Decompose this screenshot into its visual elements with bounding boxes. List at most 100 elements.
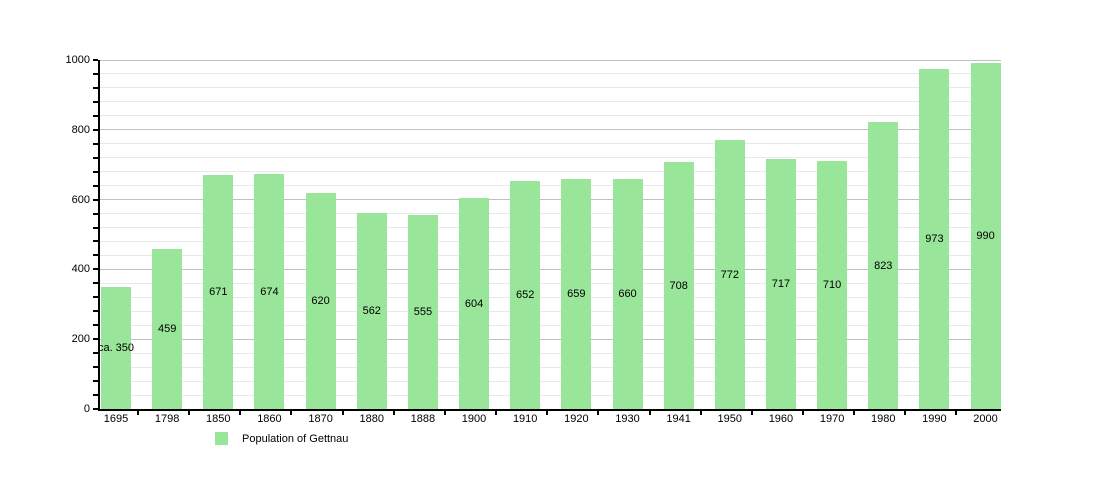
y-axis-tick <box>93 59 98 61</box>
y-axis-tick <box>93 72 98 75</box>
y-axis-tick <box>93 408 98 410</box>
bar <box>663 162 694 409</box>
x-axis-tick-label: 1900 <box>461 413 487 425</box>
y-axis-tick <box>93 198 98 201</box>
x-axis-tick <box>597 409 600 415</box>
x-axis-tick-label: 2000 <box>973 413 998 425</box>
gridline-minor <box>100 143 1001 145</box>
x-axis-tick-label: 1850 <box>206 413 231 425</box>
y-axis-tick <box>93 268 98 271</box>
gridline-major <box>100 268 1001 270</box>
bar-value-label: 717 <box>771 278 791 290</box>
gridline-major <box>100 338 1001 340</box>
x-axis-tick-label: 1798 <box>154 413 180 425</box>
bar-value-label: 562 <box>362 305 381 317</box>
x-axis-tick <box>290 409 293 415</box>
bar <box>152 249 183 409</box>
gridline-major <box>100 129 1001 131</box>
gridline-major <box>100 59 1001 61</box>
bar <box>817 161 848 409</box>
bar-value-label: 823 <box>874 259 893 272</box>
y-axis-tick <box>93 128 98 131</box>
x-axis-tick-label: 1920 <box>564 413 589 425</box>
x-axis-tick-label: 1880 <box>359 413 384 425</box>
y-axis-tick <box>93 100 98 103</box>
bar-value-label: 674 <box>260 285 279 298</box>
bar <box>561 179 592 409</box>
x-axis-tick-label: 1888 <box>410 413 436 425</box>
x-axis-tick <box>443 409 446 415</box>
bar <box>510 181 541 409</box>
gridline-minor <box>100 324 1001 326</box>
x-axis-tick-label: 1990 <box>922 413 947 425</box>
y-axis-tick <box>93 86 98 89</box>
y-axis-tick <box>93 226 98 229</box>
gridline-minor <box>100 310 1001 312</box>
bar <box>407 215 438 409</box>
y-axis-tick <box>93 114 98 117</box>
y-axis-tick <box>93 156 98 159</box>
x-axis-tick <box>239 409 242 415</box>
gridline-minor <box>100 115 1001 117</box>
gridline-minor <box>100 171 1001 173</box>
x-axis-tick-label: 1970 <box>819 413 845 425</box>
bar <box>868 122 899 409</box>
gridline-minor <box>100 282 1001 284</box>
bar <box>612 179 643 409</box>
gridline-minor <box>100 254 1001 256</box>
gridline-minor <box>100 73 1001 75</box>
x-axis-tick-label: 1930 <box>615 413 640 425</box>
x-axis-tick-label: 1695 <box>103 413 129 425</box>
gridline-minor <box>100 213 1001 215</box>
bar <box>714 140 745 409</box>
gridline-major <box>100 199 1001 201</box>
bar-value-label: 708 <box>669 279 688 292</box>
y-axis-tick <box>93 394 98 397</box>
bar <box>101 287 131 409</box>
y-axis-tick <box>93 212 98 215</box>
y-axis-tick <box>93 310 98 313</box>
y-axis-tick-label: 600 <box>71 193 90 206</box>
bar <box>459 198 490 409</box>
y-axis-tick <box>93 142 98 145</box>
x-axis-tick-label: 1950 <box>717 413 743 425</box>
y-axis-tick-label: 800 <box>71 123 90 136</box>
gridline-minor <box>100 185 1001 187</box>
y-axis-tick-label: 400 <box>71 263 90 276</box>
bar-value-label: 671 <box>209 286 228 298</box>
x-axis-tick <box>495 409 498 415</box>
bar-value-label: 620 <box>311 295 330 307</box>
gridline-minor <box>100 240 1001 242</box>
gridline-minor <box>100 157 1001 159</box>
y-axis-tick <box>93 254 98 257</box>
bar-value-label: 660 <box>618 288 637 300</box>
x-axis-tick-label: 1860 <box>257 413 282 425</box>
x-axis-tick-label: 1941 <box>666 413 691 425</box>
x-axis-tick-label: 1870 <box>308 413 333 425</box>
y-axis-tick <box>93 366 98 369</box>
plot-area: ca. 350 459 671 674 620 562 555 604 652 659 660 708… <box>93 59 1001 415</box>
bar-value-label: 973 <box>925 233 944 245</box>
bar-value-label: 772 <box>720 268 739 281</box>
y-axis-tick-label: 1000 <box>65 54 90 66</box>
x-axis-tick <box>699 409 702 415</box>
bar-value-label: 555 <box>413 306 433 318</box>
gridline-minor <box>100 227 1001 229</box>
bar <box>765 159 796 409</box>
bar-value-label: 990 <box>976 230 995 242</box>
bar <box>203 175 234 409</box>
x-axis-tick <box>341 409 344 415</box>
bar <box>254 174 285 409</box>
y-axis-tick-label: 0 <box>83 403 90 415</box>
bar <box>919 69 950 409</box>
x-axis-tick-label: 1980 <box>871 413 896 425</box>
y-axis-tick <box>93 338 98 341</box>
gridline-minor <box>100 394 1001 396</box>
legend-swatch-icon <box>215 432 228 445</box>
x-axis-tick <box>750 409 753 415</box>
y-axis-tick <box>93 324 98 327</box>
x-axis-tick-label: 1910 <box>512 413 538 425</box>
gridline-minor <box>100 366 1001 368</box>
gridline-minor <box>100 101 1001 103</box>
